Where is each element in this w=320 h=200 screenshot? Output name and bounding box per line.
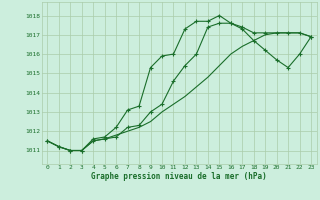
X-axis label: Graphe pression niveau de la mer (hPa): Graphe pression niveau de la mer (hPa) [91, 172, 267, 181]
